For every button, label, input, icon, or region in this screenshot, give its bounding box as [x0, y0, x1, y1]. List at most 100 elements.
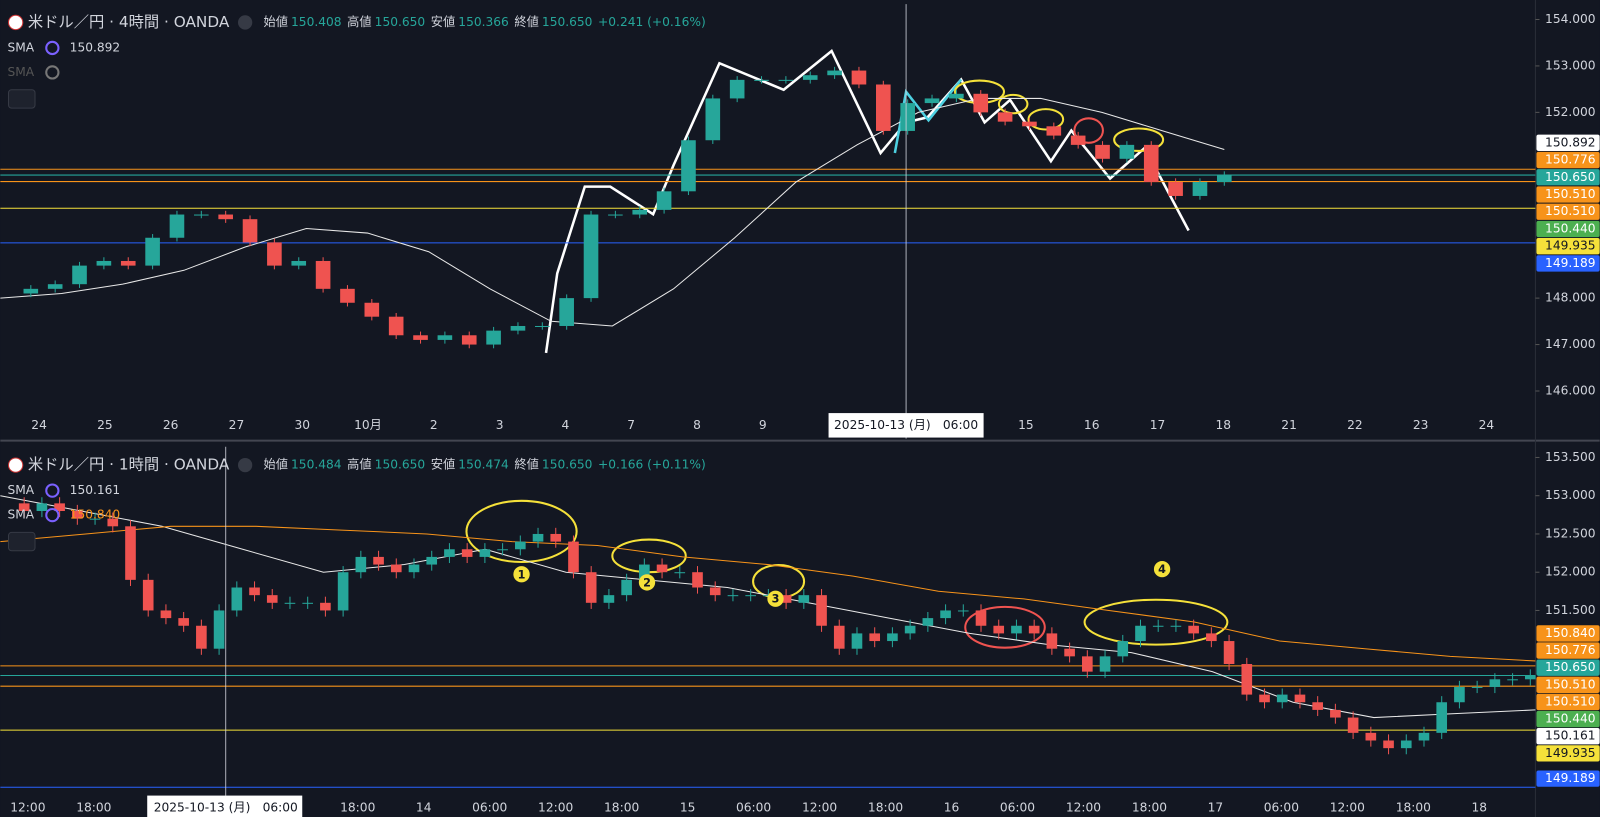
candle-body: [940, 610, 951, 619]
annotation-marker: [638, 574, 656, 591]
candle-body: [486, 330, 501, 345]
field-name: 終値: [514, 14, 538, 29]
x-tick-label: 18: [1216, 418, 1232, 432]
x-tick-label: 22: [1347, 418, 1363, 432]
candle-body: [1400, 740, 1412, 749]
y-tick-label: 147.000: [1545, 337, 1596, 351]
price-label: 149.935: [1545, 746, 1596, 760]
x-tick-label: 12:00: [1330, 800, 1365, 814]
price-label-box: [1536, 642, 1600, 659]
x-tick-label: 8: [693, 418, 701, 432]
x-tick-label: 10月: [354, 418, 382, 432]
collapse-button[interactable]: [7, 531, 36, 552]
candle-body: [36, 503, 48, 512]
field-name: 終値: [514, 457, 538, 472]
x-tick-label: 06:00: [1000, 800, 1035, 814]
candle-body: [1168, 182, 1183, 196]
price-label: 150.776: [1545, 643, 1596, 657]
candle-body: [1192, 182, 1208, 196]
candle-body: [532, 533, 544, 542]
x-tick-label: 27: [229, 418, 245, 432]
candle-body: [1022, 121, 1037, 127]
candle-body: [705, 98, 721, 141]
crosshair-label: 2025-10-13 (月) 06:00: [834, 418, 978, 432]
candle-body: [802, 75, 818, 80]
field-name: 安値: [431, 14, 455, 29]
symbol-flag: [7, 457, 24, 473]
candle-body: [142, 579, 154, 611]
candle-body: [603, 595, 615, 603]
candle-body: [851, 70, 867, 85]
price-label-box: [1536, 134, 1600, 151]
candle-body: [1347, 717, 1359, 733]
price-label-box: [1536, 693, 1600, 711]
price-label-box: [1536, 151, 1600, 169]
x-tick-label: 4: [562, 418, 570, 432]
candle-body: [1095, 144, 1110, 159]
candle-body: [904, 625, 916, 634]
field-value: 150.484: [291, 458, 342, 472]
indicator-icon: [45, 65, 60, 80]
candle-body: [681, 140, 696, 192]
y-tick-label: 152.000: [1545, 565, 1596, 579]
candle-body: [1117, 641, 1129, 657]
candle-body: [851, 633, 863, 649]
price-label-box: [1536, 625, 1600, 642]
x-tick-label: 06:00: [1264, 800, 1299, 814]
candle-body: [242, 219, 258, 243]
x-tick-label: 30: [294, 418, 310, 432]
candle-body: [1119, 144, 1135, 159]
annotation-label: 3: [772, 593, 780, 606]
candle-body: [949, 93, 964, 99]
candle-body: [1152, 625, 1164, 627]
candle-body: [1188, 625, 1199, 634]
candle-body: [1383, 740, 1394, 749]
x-tick-label: 12:00: [802, 800, 837, 814]
x-tick-label: 18:00: [604, 800, 639, 814]
symbol: 米ドル／円 · 1時間 · OANDA: [28, 456, 230, 474]
candle-body: [656, 191, 672, 210]
y-tick-label: 152.000: [1545, 105, 1596, 119]
candle-body: [924, 98, 940, 104]
candle-body: [1135, 625, 1146, 642]
price-label-box: [1536, 745, 1600, 762]
symbol-flag: [7, 14, 24, 31]
price-label-box: [1536, 169, 1600, 186]
drawn-ellipse: [997, 93, 1029, 115]
candle-body: [833, 625, 845, 649]
y-tick-label: 152.500: [1545, 526, 1596, 540]
price-label: 150.840: [1545, 626, 1596, 640]
candle-body: [437, 335, 453, 340]
candle-body: [997, 112, 1013, 122]
candle-body: [1507, 679, 1518, 681]
field-value: 150.366: [458, 15, 509, 29]
price-label: 150.650: [1545, 660, 1596, 674]
indicator-value: 150.161: [70, 483, 121, 497]
candle-body: [709, 587, 721, 596]
candle-body: [1418, 732, 1430, 741]
drawn-line: [544, 48, 1190, 354]
candle-body: [267, 242, 282, 266]
x-tick-label: 18:00: [340, 800, 375, 814]
candle-body: [674, 572, 686, 574]
candle-body: [23, 288, 39, 294]
candle-body: [302, 602, 313, 604]
candle-body: [1011, 625, 1022, 634]
drawn-ellipse: [1073, 117, 1104, 144]
indicator-name: SMA: [7, 483, 34, 497]
x-tick-label: 2: [430, 418, 438, 432]
y-tick-label: 148.000: [1545, 291, 1596, 305]
candle-body: [231, 587, 243, 611]
candle-body: [413, 335, 428, 340]
change: +0.241 (+0.16%): [598, 15, 706, 29]
candle-body: [364, 302, 380, 317]
candle-body: [284, 602, 296, 604]
candle-body: [754, 79, 769, 81]
candle-body: [1259, 694, 1270, 703]
price-label: 149.935: [1545, 239, 1596, 253]
collapse-button[interactable]: [7, 89, 36, 109]
indicator-icon: [45, 40, 60, 56]
candle-body: [583, 214, 599, 299]
annotation-label: 4: [1158, 563, 1166, 576]
